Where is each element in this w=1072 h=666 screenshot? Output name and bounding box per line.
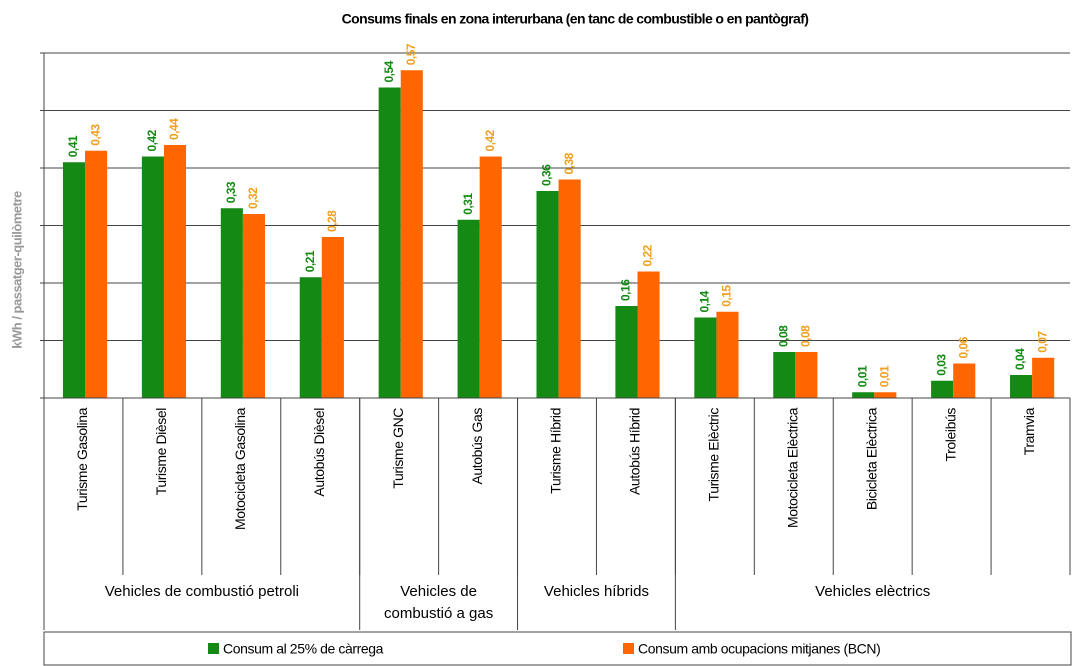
data-label: 0,42: [145, 129, 159, 151]
chart-title: Consums finals en zona interurbana (en t…: [342, 11, 809, 27]
data-label: 0,41: [66, 135, 80, 157]
data-label: 0,38: [562, 152, 576, 174]
data-label: 0,43: [88, 124, 102, 146]
bar: [615, 306, 638, 398]
x-tick-label: Turisme GNC: [390, 408, 406, 489]
bar: [1032, 357, 1055, 398]
data-label: 0,42: [483, 129, 497, 151]
data-label: 0,36: [540, 164, 554, 186]
data-label: 0,16: [619, 279, 633, 301]
group-label: Vehicles de combustió petroli: [105, 583, 299, 600]
bar: [163, 145, 187, 398]
bar: [1010, 375, 1033, 398]
x-tick-label: Turisme Dièsel: [153, 408, 169, 496]
data-label: 0,21: [303, 250, 317, 272]
bar: [874, 392, 897, 398]
data-label: 0,31: [461, 193, 475, 215]
bar: [62, 162, 86, 398]
data-label: 0,14: [698, 290, 712, 312]
bar: [852, 392, 875, 398]
data-label: 0,01: [877, 365, 891, 387]
x-tick-label: Motocicleta Elèctrica: [784, 407, 800, 528]
y-axis-label: kWh / passatger-quilòmetre: [9, 191, 24, 349]
bar: [931, 380, 954, 398]
data-label: 0,15: [720, 285, 734, 307]
x-tick-label: Autobús Gas: [469, 408, 485, 485]
x-tick-label: Autobús Híbrid: [627, 408, 643, 495]
data-label: 0,32: [246, 187, 260, 209]
x-tick-label: Tramvia: [1021, 407, 1037, 455]
bar: [400, 70, 423, 398]
data-label: 0,57: [404, 43, 418, 65]
bar: [536, 191, 559, 398]
x-tick-label: Bicicleta Elèctrica: [863, 407, 879, 510]
legend-box: [43, 631, 1072, 666]
bar: [378, 87, 401, 398]
x-tick-label: Autobús Dièsel: [311, 408, 327, 497]
x-tick-label: Turisme Elèctric: [706, 408, 722, 502]
legend-swatch: [208, 643, 219, 654]
x-tick-label: Motocicleta Gasolina: [232, 407, 248, 530]
data-label: 0,54: [382, 60, 396, 82]
x-tick-label: Troleibús: [942, 408, 958, 462]
x-tick-label: Turisme Gasolina: [74, 407, 90, 510]
bar: [85, 150, 108, 398]
bar: [479, 156, 502, 398]
bar: [773, 352, 796, 398]
data-label: 0,22: [641, 244, 655, 266]
group-label: Vehicles de combustió a gas: [384, 583, 493, 622]
bar: [220, 208, 243, 398]
data-label: 0,04: [1013, 348, 1027, 370]
bar: [953, 363, 976, 398]
legend-label: Consum amb ocupacions mitjanes (BCN): [638, 641, 880, 657]
data-label: 0,06: [956, 336, 970, 358]
data-label: 0,33: [224, 181, 238, 203]
bar: [795, 352, 818, 398]
data-label: 0,03: [934, 354, 948, 376]
bar: [558, 179, 581, 398]
group-label: Vehicles híbrids: [544, 583, 649, 600]
group-label: Vehicles elèctrics: [815, 583, 930, 600]
bar: [716, 311, 739, 398]
bar: [637, 271, 660, 398]
bar: [321, 237, 344, 398]
data-label: 0,08: [799, 325, 813, 347]
bar: [694, 317, 717, 398]
legend-swatch: [623, 643, 634, 654]
bar: [457, 219, 480, 398]
data-label: 0,07: [1035, 331, 1049, 353]
legend-label: Consum al 25% de càrrega: [223, 641, 384, 657]
data-label: 0,08: [776, 325, 790, 347]
bar: [141, 156, 164, 398]
bar: [242, 214, 265, 398]
x-tick-label: Turisme Híbrid: [548, 408, 564, 494]
data-label: 0,28: [325, 210, 339, 232]
data-label: 0,01: [855, 365, 869, 387]
data-label: 0,44: [167, 118, 181, 140]
bar: [299, 277, 322, 398]
